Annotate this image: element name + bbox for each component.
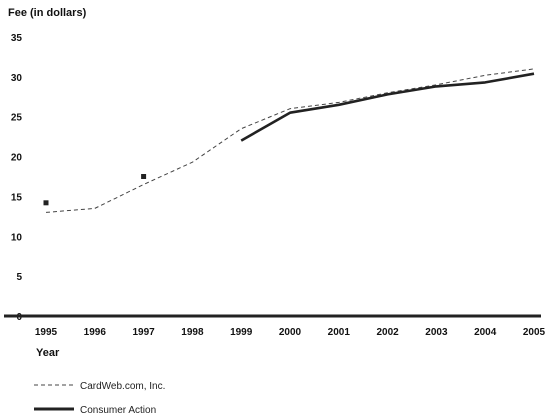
y-axis-label: Fee (in dollars) (8, 7, 87, 19)
data-point-marker (141, 174, 147, 179)
y-tick-label: 10 (11, 232, 23, 243)
y-tick-label: 30 (11, 73, 23, 84)
y-tick-label: 35 (11, 33, 23, 44)
x-tick-label: 1995 (35, 327, 58, 338)
series-lines (45, 68, 535, 213)
y-tick-label: 25 (11, 113, 23, 124)
data-markers (43, 174, 147, 206)
x-axis-ticks: 1995 1996 1997 1998 1999 2000 2001 2002 2003 2004… (35, 327, 545, 338)
x-tick-label: 2004 (474, 327, 497, 338)
x-tick-label: 2002 (376, 327, 399, 338)
x-tick-label: 2001 (328, 327, 351, 338)
x-tick-label: 2005 (523, 327, 545, 338)
x-tick-label: 2000 (279, 327, 302, 338)
series-line-cardweb (45, 68, 535, 213)
y-axis-ticks: 05101520253035 (11, 33, 23, 323)
y-tick-label: 15 (11, 192, 23, 203)
x-axis-label: Year (36, 347, 60, 359)
y-tick-label: 20 (11, 153, 23, 164)
series-line-consumer-action (240, 72, 535, 142)
x-tick-label: 1996 (84, 327, 107, 338)
legend-label-cardweb: CardWeb.com, Inc. (80, 381, 165, 392)
x-tick-label: 1999 (230, 327, 253, 338)
x-tick-label: 2003 (425, 327, 448, 338)
legend: CardWeb.com, Inc. Consumer Action (34, 381, 165, 416)
x-tick-label: 1997 (132, 327, 155, 338)
y-tick-label: 5 (16, 272, 22, 283)
data-point-marker (43, 200, 49, 206)
x-tick-label: 1998 (181, 327, 204, 338)
legend-label-consumer-action: Consumer Action (80, 405, 156, 416)
